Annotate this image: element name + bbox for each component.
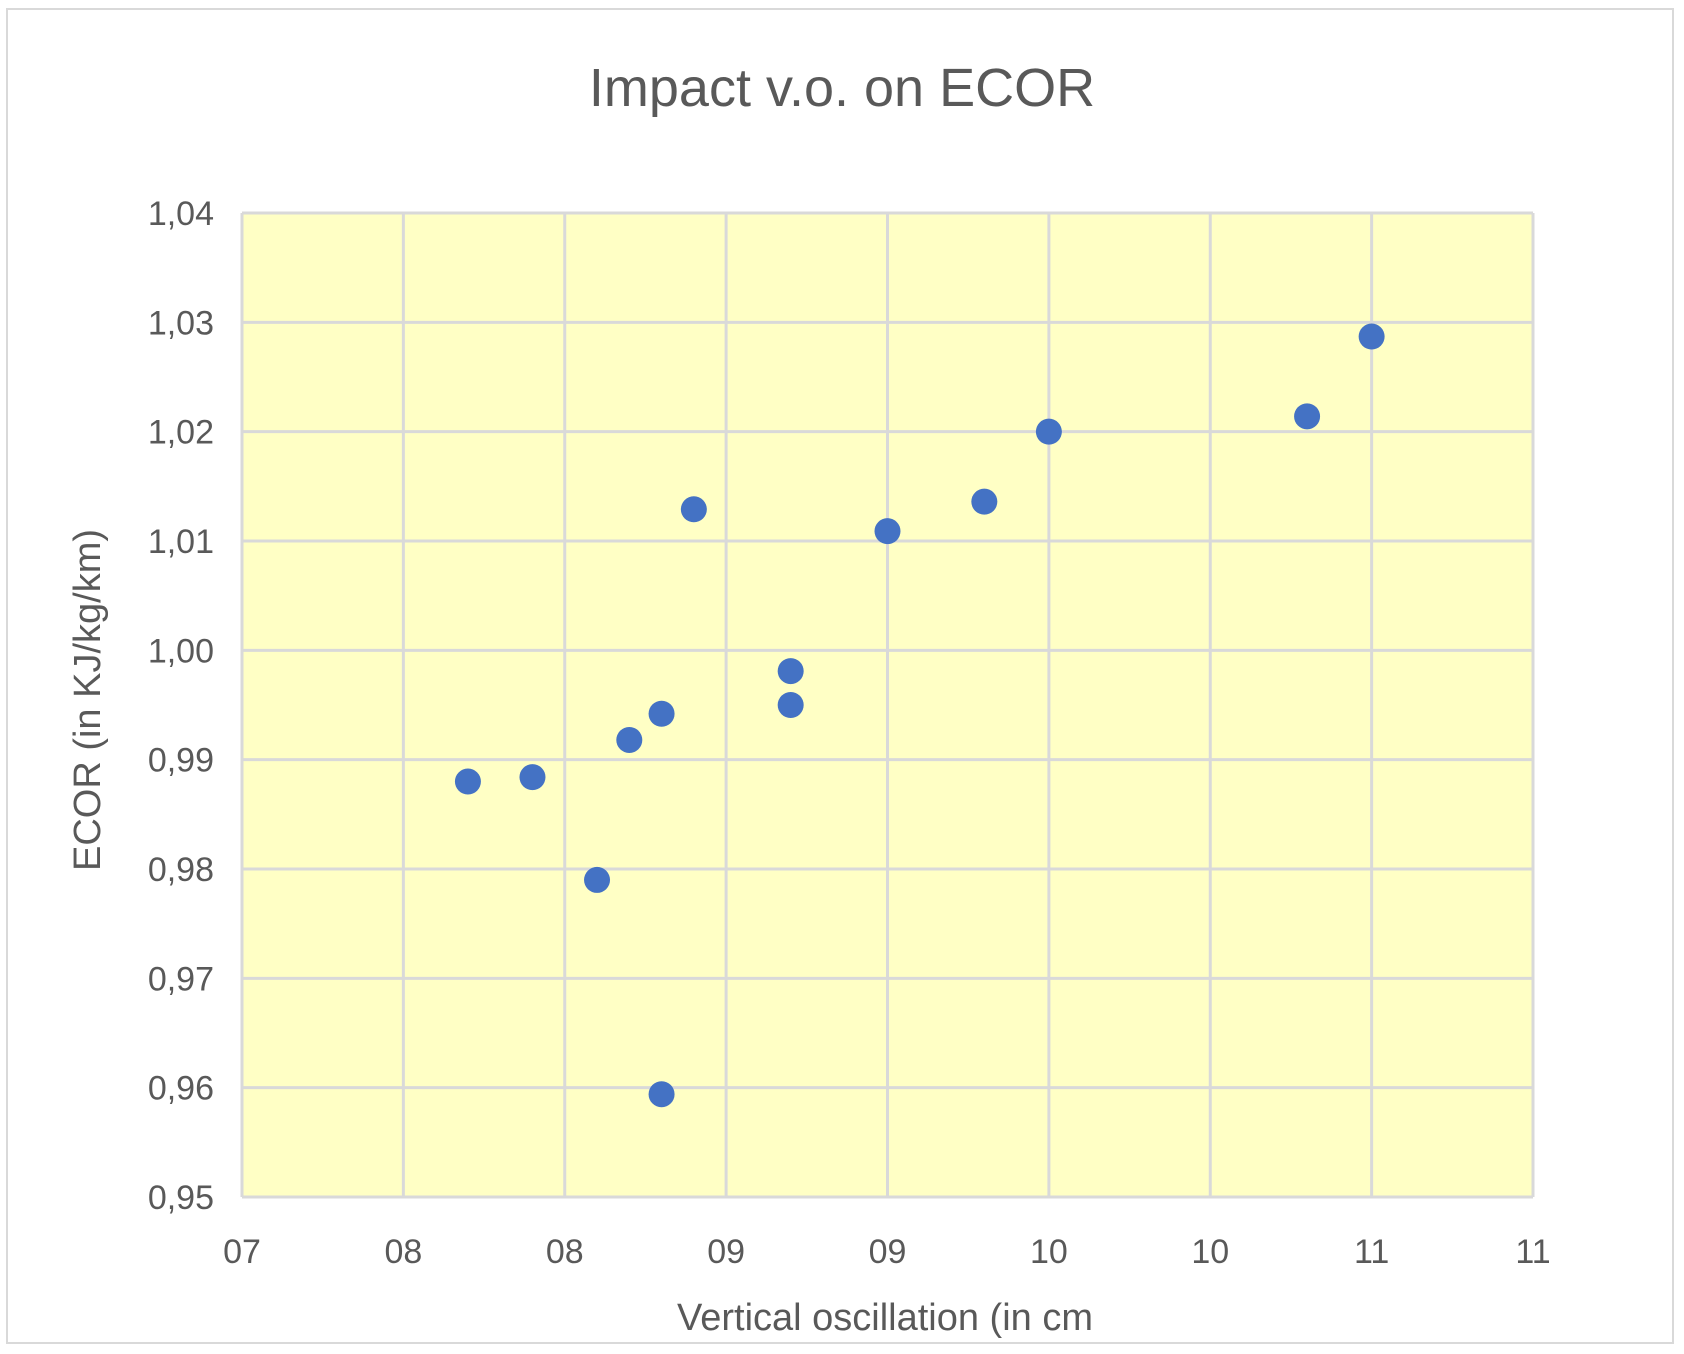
chart-title: Impact v.o. on ECOR: [589, 58, 1095, 118]
y-tick-label: 1,02: [148, 414, 214, 452]
y-tick-label: 0,98: [148, 851, 214, 889]
y-tick-label: 0,97: [148, 960, 214, 998]
data-point: [777, 692, 804, 718]
y-tick-label: 1,01: [148, 523, 214, 561]
y-tick-label: 0,96: [148, 1070, 214, 1108]
x-tick-label: 08: [384, 1233, 422, 1271]
data-point: [648, 700, 675, 727]
x-axis-title: Vertical oscillation (in cm: [677, 1297, 1093, 1339]
x-tick-label: 11: [1515, 1233, 1550, 1271]
data-point: [680, 496, 707, 523]
x-tick-label: 11: [1354, 1233, 1389, 1271]
y-tick-label: 1,00: [148, 632, 214, 670]
x-tick-label: 09: [869, 1233, 907, 1271]
y-tick-label: 0,99: [148, 742, 214, 780]
x-tick-label: 10: [1030, 1233, 1068, 1271]
x-tick-label: 07: [223, 1233, 261, 1271]
y-tick-label: 1,04: [148, 195, 214, 233]
data-point: [971, 488, 998, 515]
y-axis-title: ECOR (in KJ/kg/km): [67, 529, 109, 871]
data-point: [874, 518, 901, 545]
data-point: [1358, 323, 1385, 350]
x-tick-label: 09: [707, 1233, 745, 1271]
data-point: [454, 768, 481, 795]
x-tick-label: 10: [1191, 1233, 1229, 1271]
y-tick-label: 1,03: [148, 304, 214, 342]
data-point: [584, 866, 611, 893]
data-point: [777, 658, 804, 685]
y-axis-ticks: 0,95 0,96 0,97 0,98 0,99 1,00 1,01 1,02 1,03 1,04: [148, 195, 214, 1217]
data-points: [454, 323, 1385, 1108]
y-tick-label: 0,95: [148, 1179, 214, 1217]
data-point: [1035, 418, 1062, 445]
data-point: [519, 764, 546, 791]
data-point: [1294, 403, 1321, 430]
x-tick-label: 08: [546, 1233, 584, 1271]
x-axis-ticks: 07 08 08 09 09 10 10 11 11: [223, 1233, 1551, 1271]
data-point: [616, 726, 643, 753]
data-point: [648, 1081, 675, 1108]
